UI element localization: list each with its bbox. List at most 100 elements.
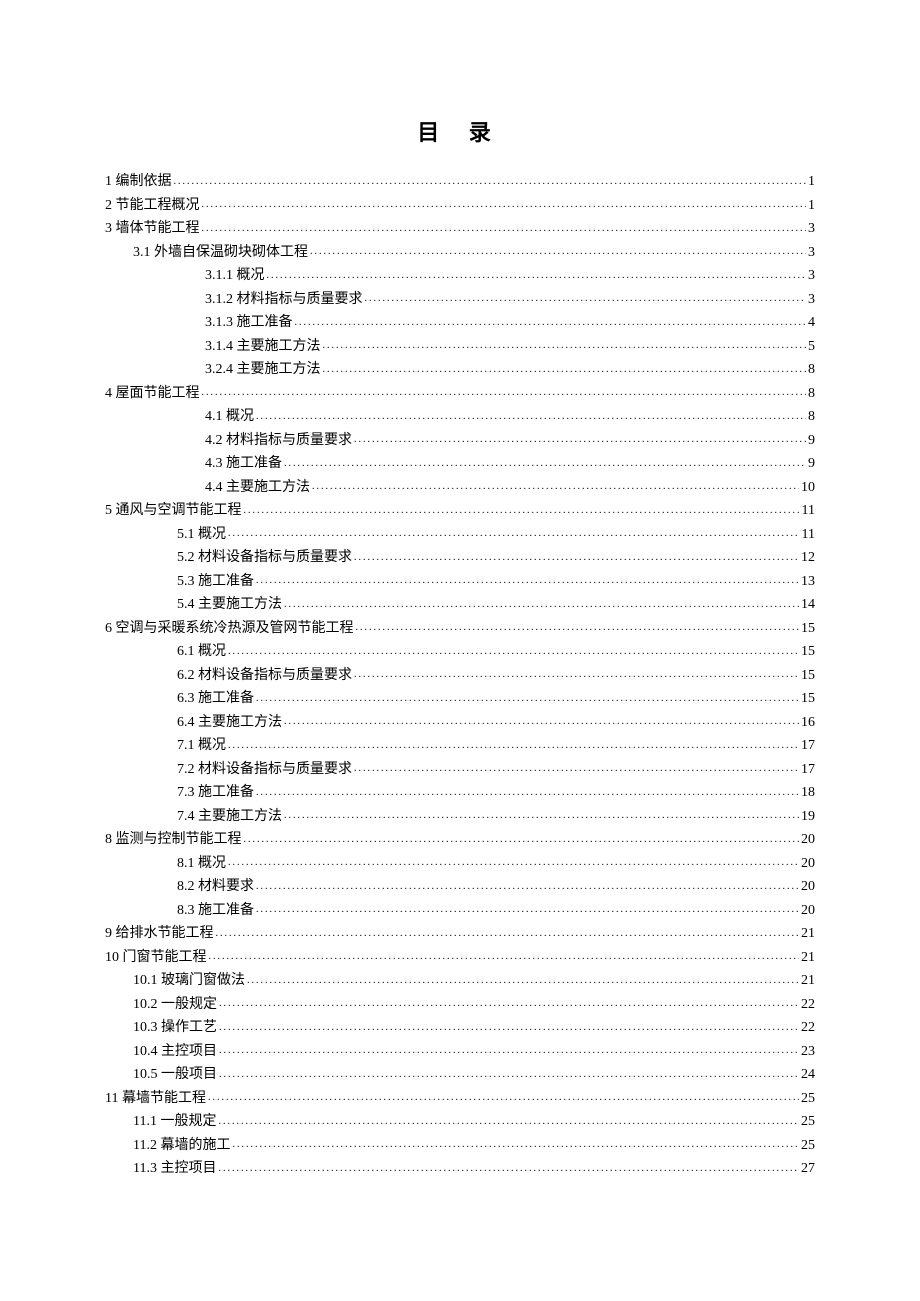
toc-entry-label: 5.2 材料设备指标与质量要求 <box>177 551 352 565</box>
toc-entry-label: 3.1 外墙自保温砌块砌体工程 <box>133 246 308 260</box>
toc-entry: 5.2 材料设备指标与质量要求12 <box>105 551 815 565</box>
toc-title: 目 录 <box>105 115 815 147</box>
toc-entry-label: 6.1 概况 <box>177 645 226 659</box>
toc-entry-page: 3 <box>808 293 815 307</box>
toc-entry-page: 11 <box>802 528 815 542</box>
toc-dots <box>247 974 799 988</box>
toc-entry: 10.3 操作工艺22 <box>105 1021 815 1035</box>
toc-entry: 8.1 概况20 <box>105 857 815 871</box>
toc-entry-label: 6.2 材料设备指标与质量要求 <box>177 669 352 683</box>
toc-entry-label: 8 监测与控制节能工程 <box>105 833 242 847</box>
toc-dots <box>256 410 806 424</box>
toc-entry-label: 4.3 施工准备 <box>205 457 282 471</box>
toc-dots <box>208 1092 799 1106</box>
toc-entry-label: 4.4 主要施工方法 <box>205 481 310 495</box>
toc-dots <box>356 622 800 636</box>
toc-dots <box>256 786 799 800</box>
toc-entry: 10 门窗节能工程21 <box>105 951 815 965</box>
toc-dots <box>244 833 800 847</box>
toc-dots <box>323 340 807 354</box>
toc-dots <box>284 457 806 471</box>
toc-entry-label: 10.1 玻璃门窗做法 <box>133 974 245 988</box>
toc-entry-page: 20 <box>801 904 815 918</box>
toc-entry-page: 20 <box>801 833 815 847</box>
toc-dots <box>284 810 799 824</box>
toc-entry-page: 5 <box>808 340 815 354</box>
toc-entry-page: 21 <box>801 927 815 941</box>
toc-entry-page: 8 <box>808 410 815 424</box>
toc-dots <box>216 927 800 941</box>
toc-entry-page: 17 <box>801 739 815 753</box>
toc-entry-label: 5.4 主要施工方法 <box>177 598 282 612</box>
toc-entry: 9 给排水节能工程 21 <box>105 927 815 941</box>
toc-entry-page: 20 <box>801 880 815 894</box>
toc-entry-page: 1 <box>808 175 815 189</box>
toc-entry-label: 3.1.3 施工准备 <box>205 316 293 330</box>
toc-entry-label: 5.3 施工准备 <box>177 575 254 589</box>
toc-entry-page: 13 <box>801 575 815 589</box>
toc-entry-label: 3.1.4 主要施工方法 <box>205 340 321 354</box>
toc-entry: 7.1 概况17 <box>105 739 815 753</box>
toc-entry-page: 16 <box>801 716 815 730</box>
toc-entry-page: 22 <box>801 1021 815 1035</box>
toc-dots <box>218 1162 799 1176</box>
toc-dots <box>312 481 799 495</box>
toc-entry: 4.1 概况8 <box>105 410 815 424</box>
toc-entry-label: 10.2 一般规定 <box>133 998 217 1012</box>
toc-entry-label: 8.1 概况 <box>177 857 226 871</box>
toc-dots <box>228 739 799 753</box>
toc-entry-label: 11.2 幕墙的施工 <box>133 1139 230 1153</box>
toc-entry: 11.3 主控项目27 <box>105 1162 815 1176</box>
toc-entry-label: 3.1.1 概况 <box>205 269 265 283</box>
toc-entry-label: 4 屋面节能工程 <box>105 387 200 401</box>
toc-entry-label: 3.1.2 材料指标与质量要求 <box>205 293 363 307</box>
toc-entry: 7.2 材料设备指标与质量要求17 <box>105 763 815 777</box>
toc-entry: 5.4 主要施工方法 14 <box>105 598 815 612</box>
toc-dots <box>219 1068 799 1082</box>
toc-entry-label: 1 编制依据 <box>105 175 172 189</box>
toc-dots <box>365 293 807 307</box>
toc-dots <box>202 222 807 236</box>
toc-entry: 8.3 施工准备20 <box>105 904 815 918</box>
toc-entry-page: 8 <box>808 363 815 377</box>
toc-dots <box>267 269 807 283</box>
toc-entry: 3.2.4 主要施工方法 8 <box>105 363 815 377</box>
toc-dots <box>354 551 799 565</box>
toc-dots <box>244 504 800 518</box>
toc-entry: 7.3 施工准备18 <box>105 786 815 800</box>
toc-dots <box>209 951 800 965</box>
toc-dots <box>354 669 799 683</box>
toc-entry-label: 5.1 概况 <box>177 528 226 542</box>
toc-entry-page: 4 <box>808 316 815 330</box>
toc-entry-page: 25 <box>801 1139 815 1153</box>
toc-dots <box>295 316 807 330</box>
toc-entry: 3.1.4 主要施工方法 5 <box>105 340 815 354</box>
toc-dots <box>256 575 799 589</box>
toc-entry-page: 23 <box>801 1045 815 1059</box>
toc-dots <box>174 175 807 189</box>
toc-entry-page: 21 <box>801 974 815 988</box>
toc-entry-label: 5 通风与空调节能工程 <box>105 504 242 518</box>
toc-entry-label: 3.2.4 主要施工方法 <box>205 363 321 377</box>
toc-entry-page: 15 <box>801 669 815 683</box>
toc-entry-page: 21 <box>801 951 815 965</box>
toc-entry-label: 11.3 主控项目 <box>133 1162 216 1176</box>
toc-entry-label: 10.5 一般项目 <box>133 1068 217 1082</box>
toc-entry: 11.1 一般规定 25 <box>105 1115 815 1129</box>
toc-entry-page: 24 <box>801 1068 815 1082</box>
toc-entry: 11.2 幕墙的施工 25 <box>105 1139 815 1153</box>
toc-entry-page: 3 <box>808 269 815 283</box>
toc-dots <box>219 998 799 1012</box>
toc-dots <box>284 716 799 730</box>
toc-entry-page: 14 <box>801 598 815 612</box>
toc-entry-page: 3 <box>808 222 815 236</box>
toc-entry-label: 11.1 一般规定 <box>133 1115 216 1129</box>
toc-entry: 7.4 主要施工方法19 <box>105 810 815 824</box>
toc-entry-page: 9 <box>808 434 815 448</box>
toc-entry-label: 9 给排水节能工程 <box>105 927 214 941</box>
toc-dots <box>323 363 807 377</box>
toc-entry-page: 22 <box>801 998 815 1012</box>
toc-entry-page: 25 <box>801 1115 815 1129</box>
toc-entry: 6.1 概况15 <box>105 645 815 659</box>
toc-dots <box>354 763 799 777</box>
